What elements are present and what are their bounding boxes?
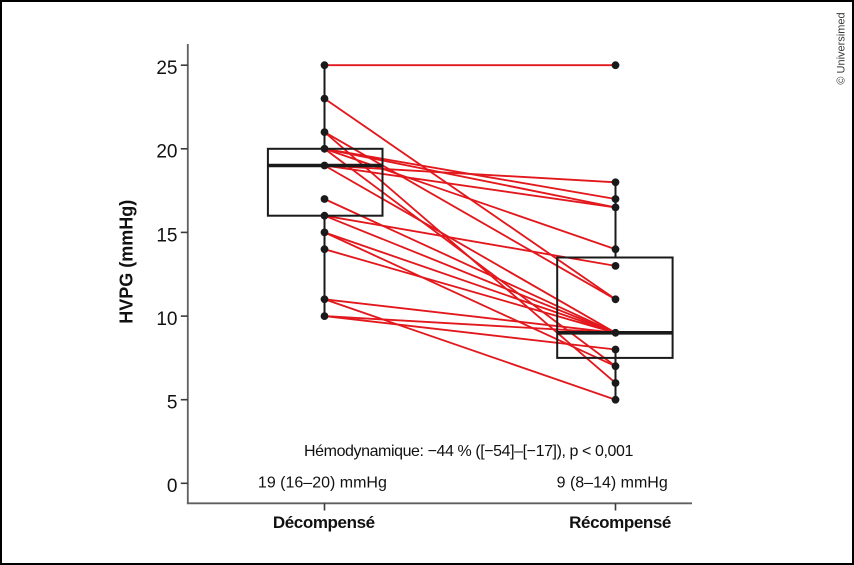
svg-text:Hémodynamique: −44 % ([−54]–[−: Hémodynamique: −44 % ([−54]–[−17]), p < … bbox=[304, 443, 633, 460]
svg-text:9 (8–14) mmHg: 9 (8–14) mmHg bbox=[557, 475, 668, 492]
svg-text:0: 0 bbox=[167, 476, 178, 497]
svg-text:25: 25 bbox=[156, 58, 177, 79]
svg-text:10: 10 bbox=[156, 309, 177, 330]
svg-text:5: 5 bbox=[167, 393, 178, 414]
svg-text:15: 15 bbox=[156, 225, 177, 246]
svg-text:Décompensé: Décompensé bbox=[273, 513, 375, 532]
svg-text:Récompensé: Récompensé bbox=[569, 513, 671, 532]
svg-text:19 (16–20) mmHg: 19 (16–20) mmHg bbox=[258, 475, 387, 492]
svg-text:HVPG (mmHg): HVPG (mmHg) bbox=[117, 200, 137, 324]
svg-text:20: 20 bbox=[156, 142, 177, 163]
svg-text:© Universimed: © Universimed bbox=[836, 12, 848, 84]
